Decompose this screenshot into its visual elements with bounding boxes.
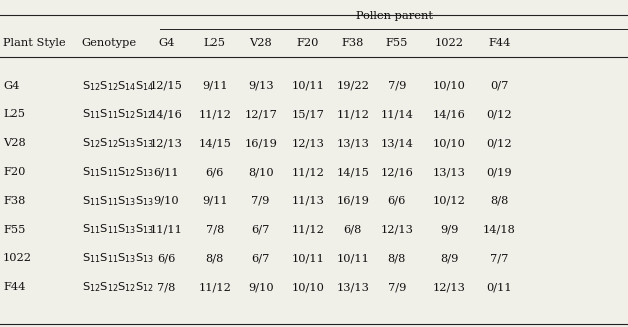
Text: 0/12: 0/12 — [487, 138, 512, 148]
Text: 16/19: 16/19 — [244, 138, 277, 148]
Text: $\mathregular{S_{11}S_{11}S_{13}S_{13}}$: $\mathregular{S_{11}S_{11}S_{13}S_{13}}$ — [82, 223, 154, 236]
Text: F44: F44 — [3, 282, 26, 292]
Text: 8/8: 8/8 — [387, 253, 406, 263]
Text: 10/12: 10/12 — [433, 196, 465, 206]
Text: 12/13: 12/13 — [150, 138, 183, 148]
Text: 8/10: 8/10 — [248, 167, 273, 177]
Text: 8/8: 8/8 — [205, 253, 224, 263]
Text: 6/11: 6/11 — [154, 167, 179, 177]
Text: 10/11: 10/11 — [291, 253, 324, 263]
Text: F38: F38 — [342, 38, 364, 47]
Text: G4: G4 — [158, 38, 175, 47]
Text: 6/7: 6/7 — [251, 225, 270, 234]
Text: 16/19: 16/19 — [337, 196, 369, 206]
Text: $\mathregular{S_{12}S_{12}S_{12}S_{12}}$: $\mathregular{S_{12}S_{12}S_{12}S_{12}}$ — [82, 280, 154, 294]
Text: 9/9: 9/9 — [440, 225, 458, 234]
Text: V28: V28 — [249, 38, 272, 47]
Text: Pollen parent: Pollen parent — [355, 11, 433, 21]
Text: 10/10: 10/10 — [433, 138, 465, 148]
Text: 8/8: 8/8 — [490, 196, 509, 206]
Text: Genotype: Genotype — [82, 38, 137, 47]
Text: F20: F20 — [296, 38, 319, 47]
Text: 0/7: 0/7 — [490, 81, 509, 91]
Text: 1022: 1022 — [435, 38, 463, 47]
Text: L25: L25 — [203, 38, 226, 47]
Text: L25: L25 — [3, 110, 25, 119]
Text: 12/13: 12/13 — [381, 225, 413, 234]
Text: 7/9: 7/9 — [387, 81, 406, 91]
Text: $\mathregular{S_{11}S_{11}S_{12}S_{13}}$: $\mathregular{S_{11}S_{11}S_{12}S_{13}}$ — [82, 165, 154, 179]
Text: 7/8: 7/8 — [205, 225, 224, 234]
Text: 12/17: 12/17 — [244, 110, 277, 119]
Text: 14/16: 14/16 — [150, 110, 183, 119]
Text: 6/6: 6/6 — [157, 253, 176, 263]
Text: 11/12: 11/12 — [291, 167, 324, 177]
Text: 10/11: 10/11 — [291, 81, 324, 91]
Text: 6/6: 6/6 — [205, 167, 224, 177]
Text: 11/12: 11/12 — [291, 225, 324, 234]
Text: F44: F44 — [488, 38, 511, 47]
Text: 11/11: 11/11 — [150, 225, 183, 234]
Text: $\mathregular{S_{11}S_{11}S_{13}S_{13}}$: $\mathregular{S_{11}S_{11}S_{13}S_{13}}$ — [82, 194, 154, 208]
Text: $\mathregular{S_{12}S_{12}S_{13}S_{13}}$: $\mathregular{S_{12}S_{12}S_{13}S_{13}}$ — [82, 136, 154, 150]
Text: 11/12: 11/12 — [337, 110, 369, 119]
Text: 13/14: 13/14 — [381, 138, 413, 148]
Text: 13/13: 13/13 — [433, 167, 465, 177]
Text: 12/15: 12/15 — [150, 81, 183, 91]
Text: 6/6: 6/6 — [387, 196, 406, 206]
Text: 6/8: 6/8 — [344, 225, 362, 234]
Text: 7/9: 7/9 — [251, 196, 270, 206]
Text: 10/10: 10/10 — [291, 282, 324, 292]
Text: 11/14: 11/14 — [381, 110, 413, 119]
Text: 7/7: 7/7 — [490, 253, 509, 263]
Text: 15/17: 15/17 — [291, 110, 324, 119]
Text: Plant Style: Plant Style — [3, 38, 66, 47]
Text: 13/13: 13/13 — [337, 138, 369, 148]
Text: 12/13: 12/13 — [291, 138, 324, 148]
Text: 19/22: 19/22 — [337, 81, 369, 91]
Text: 13/13: 13/13 — [337, 282, 369, 292]
Text: 0/12: 0/12 — [487, 110, 512, 119]
Text: 6/7: 6/7 — [251, 253, 270, 263]
Text: 11/13: 11/13 — [291, 196, 324, 206]
Text: 7/9: 7/9 — [387, 282, 406, 292]
Text: 9/10: 9/10 — [154, 196, 179, 206]
Text: F20: F20 — [3, 167, 26, 177]
Text: 14/18: 14/18 — [483, 225, 516, 234]
Text: F38: F38 — [3, 196, 26, 206]
Text: 14/16: 14/16 — [433, 110, 465, 119]
Text: V28: V28 — [3, 138, 26, 148]
Text: 14/15: 14/15 — [198, 138, 231, 148]
Text: 0/19: 0/19 — [487, 167, 512, 177]
Text: 9/11: 9/11 — [202, 81, 227, 91]
Text: $\mathregular{S_{12}S_{12}S_{14}S_{14}}$: $\mathregular{S_{12}S_{12}S_{14}S_{14}}$ — [82, 79, 154, 93]
Text: 11/12: 11/12 — [198, 110, 231, 119]
Text: 11/12: 11/12 — [198, 282, 231, 292]
Text: 14/15: 14/15 — [337, 167, 369, 177]
Text: 12/16: 12/16 — [381, 167, 413, 177]
Text: $\mathregular{S_{11}S_{11}S_{13}S_{13}}$: $\mathregular{S_{11}S_{11}S_{13}S_{13}}$ — [82, 251, 154, 265]
Text: 12/13: 12/13 — [433, 282, 465, 292]
Text: 10/10: 10/10 — [433, 81, 465, 91]
Text: 10/11: 10/11 — [337, 253, 369, 263]
Text: $\mathregular{S_{11}S_{11}S_{12}S_{12}}$: $\mathregular{S_{11}S_{11}S_{12}S_{12}}$ — [82, 108, 154, 121]
Text: 9/10: 9/10 — [248, 282, 273, 292]
Text: F55: F55 — [386, 38, 408, 47]
Text: 8/9: 8/9 — [440, 253, 458, 263]
Text: 9/11: 9/11 — [202, 196, 227, 206]
Text: F55: F55 — [3, 225, 26, 234]
Text: 9/13: 9/13 — [248, 81, 273, 91]
Text: 1022: 1022 — [3, 253, 32, 263]
Text: 7/8: 7/8 — [157, 282, 176, 292]
Text: G4: G4 — [3, 81, 19, 91]
Text: 0/11: 0/11 — [487, 282, 512, 292]
